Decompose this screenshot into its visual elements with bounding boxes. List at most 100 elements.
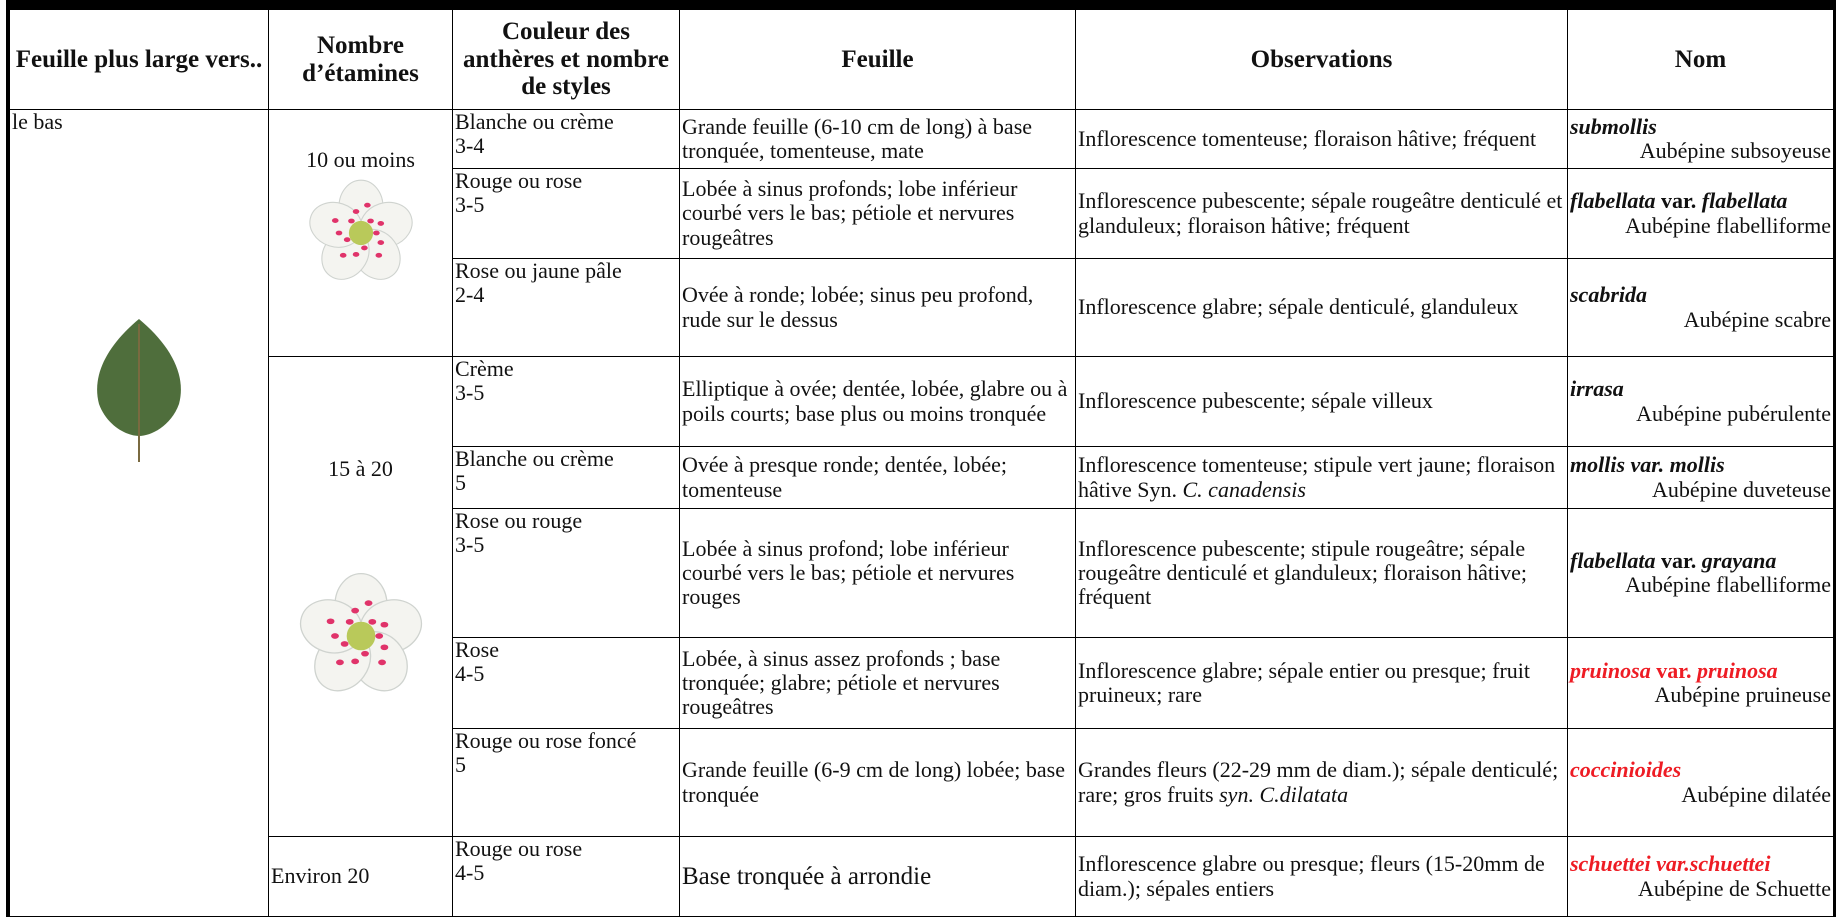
anthers-color: Rose ou jaune pâle <box>455 258 622 283</box>
anthers-cell: Rose ou jaune pâle 2-4 <box>452 258 680 357</box>
styles-count: 3-5 <box>455 532 485 558</box>
stamen-count: 15 à 20 <box>328 456 393 481</box>
icon-shape <box>350 607 359 614</box>
flower-image <box>271 178 450 293</box>
observations-cell: Inflorescence tomenteuse; floraison hâti… <box>1075 109 1568 169</box>
text-segment: var. <box>1655 188 1702 214</box>
text-segment: Inflorescence pubescente; sépale rougeât… <box>1078 188 1563 238</box>
icon-shape <box>308 179 413 281</box>
leaf-side: le bas <box>12 109 63 134</box>
header-cell: Nombre d’étamines <box>268 9 453 110</box>
observations-cell: Inflorescence pubescente; sépale rougeât… <box>1075 168 1568 259</box>
icon-shape <box>366 218 374 224</box>
leaf-cell: Lobée à sinus profonds; lobe inférieur c… <box>679 168 1076 259</box>
name-cell: submollis Aubépine subsoyeuse <box>1567 109 1834 169</box>
icon-shape <box>97 319 181 463</box>
icon-shape <box>377 240 384 246</box>
styles-count: 4-5 <box>455 860 485 886</box>
latin-name: scabrida <box>1570 283 1831 307</box>
latin-name: flabellata var. grayana <box>1570 548 1831 573</box>
observations: Inflorescence glabre ou presque; fleurs … <box>1078 852 1565 900</box>
text-segment: flabellata <box>1570 188 1656 214</box>
anthers-cell: Blanche ou crème 3-4 <box>452 109 680 169</box>
leaf-description: Lobée, à sinus assez profonds ; base tro… <box>682 645 1001 720</box>
observations: Inflorescence glabre; sépale entier ou p… <box>1078 657 1565 707</box>
leaf-cell: Grande feuille (6-10 cm de long) à base … <box>679 109 1076 169</box>
styles-count: 4-5 <box>455 661 485 687</box>
leaf-description: Ovée à presque ronde; dentée, lobée; tom… <box>682 452 1007 502</box>
stamen-cell: 15 à 20 <box>268 356 453 837</box>
icon-shape <box>363 202 371 208</box>
common-name: Aubépine subsoyeuse <box>1639 138 1831 163</box>
common-name: Aubépine flabelliforme <box>1625 572 1831 597</box>
anthers-color: Blanche ou crème <box>455 446 614 471</box>
latin-name: submollis <box>1570 113 1831 139</box>
text-segment: C. canadensis <box>1182 476 1306 502</box>
observations-cell: Inflorescence pubescente; stipule rougeâ… <box>1075 508 1568 638</box>
icon-shape <box>360 245 368 251</box>
common-name: Aubépine dilatée <box>1681 781 1831 807</box>
anthers-cell: Blanche ou crème 5 <box>452 446 680 509</box>
text-segment: Inflorescence pubescente; stipule rougeâ… <box>1078 535 1528 610</box>
anthers-cell: Rose 4-5 <box>452 637 680 729</box>
text-segment: flabellata <box>1701 188 1788 214</box>
observations: Inflorescence pubescente; sépale villeux <box>1078 389 1565 413</box>
latin-name: mollis var. mollis <box>1570 453 1831 477</box>
text-segment: submollis <box>1570 113 1657 139</box>
stamen-count: 10 ou moins <box>306 147 415 172</box>
leaf-description: Ovée à ronde; lobée; sinus peu profond, … <box>682 282 1034 332</box>
table-row: 15 à 20 Crème 3-5 Elliptique à ovée; dentée… <box>10 356 1834 837</box>
observations-cell: Inflorescence glabre; sépale entier ou p… <box>1075 637 1568 729</box>
anthers-cell: Rouge ou rose 3-5 <box>452 168 680 259</box>
observations-cell: Inflorescence pubescente; sépale villeux <box>1075 356 1568 447</box>
name-cell: flabellata var. grayana Aubépine flabelli… <box>1567 508 1834 638</box>
icon-shape <box>339 253 346 258</box>
header-row: Feuille plus large vers.. Nombre d’étamin… <box>9 9 1834 110</box>
table-body: Feuille plus large vers.. Nombre d’étamin… <box>9 9 1834 917</box>
header-cell: Feuille plus large vers.. <box>9 9 269 110</box>
text-segment: var. <box>1650 657 1697 683</box>
table-row: le bas 10 ou moins Blanche ou crème 3-4 Gran… <box>9 109 1834 917</box>
spacer <box>12 134 266 314</box>
leaf-cell: Lobée, à sinus assez profonds ; base tro… <box>679 637 1076 729</box>
common-name: Aubépine pubérulente <box>1636 400 1831 426</box>
text-segment: syn. C.dilatata <box>1219 781 1349 807</box>
icon-shape <box>374 633 383 640</box>
observations-cell: Inflorescence tomenteuse; stipule vert j… <box>1075 446 1568 509</box>
text-segment: schuettei var.schuettei <box>1570 851 1771 877</box>
icon-shape <box>343 237 350 243</box>
leaf-description: Lobée à sinus profonds; lobe inférieur c… <box>682 176 1018 250</box>
leaf-cell: Ovée à presque ronde; dentée, lobée; tom… <box>679 446 1076 509</box>
observations: Inflorescence pubescente; sépale rougeât… <box>1078 189 1565 237</box>
icon-shape <box>352 209 359 215</box>
text-segment: Inflorescence glabre ou presque; fleurs … <box>1078 851 1545 901</box>
icon-shape <box>380 622 388 628</box>
icon-shape <box>346 621 375 651</box>
leaf-description: Grande feuille (6-10 cm de long) à base … <box>682 113 1033 163</box>
leaf-image <box>12 314 266 469</box>
icon-shape <box>350 658 359 665</box>
anthers-color: Rouge ou rose <box>455 836 583 861</box>
leaf-description: Elliptique à ovée; dentée, lobée, glabre… <box>682 376 1068 426</box>
leaf-cell: Grande feuille (6-9 cm de long) lobée; b… <box>679 728 1076 837</box>
spacer <box>271 481 450 571</box>
icon-shape <box>377 659 386 666</box>
anthers-cell: Rose ou rouge 3-5 <box>452 508 680 638</box>
text-segment: mollis var. mollis <box>1570 452 1725 478</box>
text-segment: Inflorescence pubescente; sépale villeux <box>1078 388 1433 414</box>
header-cell: Nom <box>1567 9 1834 110</box>
icon-shape <box>326 618 334 625</box>
icon-shape <box>348 221 373 246</box>
anthers-color: Rose ou rouge <box>455 508 583 533</box>
icon-shape <box>331 218 339 224</box>
leaf-cell: Lobée à sinus profond; lobe inférieur co… <box>679 508 1076 638</box>
icon-shape <box>347 218 355 224</box>
observations-cell: Inflorescence glabre ou presque; fleurs … <box>1075 836 1568 917</box>
flower-image <box>271 571 450 706</box>
text-segment: coccinioides <box>1570 757 1682 783</box>
text-segment: pruinosa <box>1696 657 1778 683</box>
text-segment: scabrida <box>1570 282 1647 308</box>
text-segment: Inflorescence glabre; sépale entier ou p… <box>1078 657 1531 707</box>
icon-shape <box>335 659 344 666</box>
common-name: Aubépine de Schuette <box>1637 875 1831 901</box>
